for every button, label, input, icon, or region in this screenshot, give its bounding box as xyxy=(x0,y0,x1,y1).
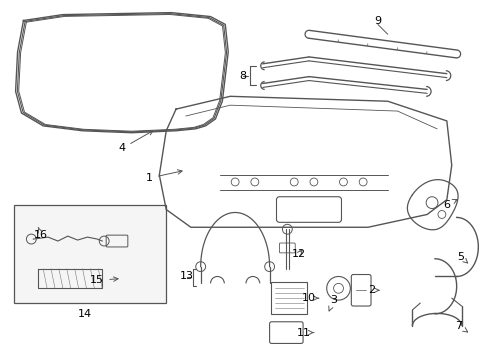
Text: 6: 6 xyxy=(443,199,456,210)
Text: 16: 16 xyxy=(34,228,48,240)
Text: 5: 5 xyxy=(456,252,467,263)
Text: 1: 1 xyxy=(146,170,182,183)
Text: 11: 11 xyxy=(296,328,313,338)
Text: 4: 4 xyxy=(118,131,153,153)
Text: 8: 8 xyxy=(239,71,246,81)
Text: 3: 3 xyxy=(328,295,336,311)
Text: 12: 12 xyxy=(291,249,305,259)
Text: 14: 14 xyxy=(77,309,91,319)
Text: 9: 9 xyxy=(374,15,381,26)
Text: 15: 15 xyxy=(90,275,118,285)
Text: 7: 7 xyxy=(454,321,467,332)
Text: 2: 2 xyxy=(367,285,378,295)
Text: 10: 10 xyxy=(302,293,318,303)
Text: 13: 13 xyxy=(180,271,194,282)
FancyBboxPatch shape xyxy=(14,204,166,303)
